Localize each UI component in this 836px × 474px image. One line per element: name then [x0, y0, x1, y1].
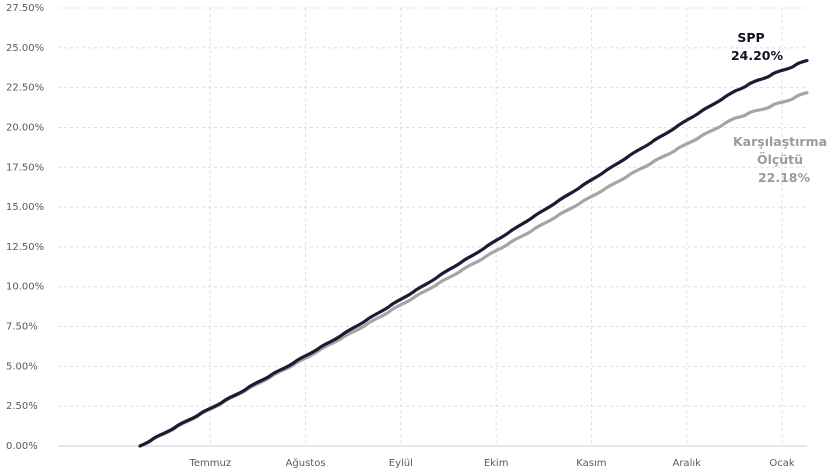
benchmark-end-label: Karşılaştırma Ölçütü 22.18% [733, 134, 827, 185]
x-tick-label: Ekim [484, 458, 509, 469]
x-tick-label: Kasım [576, 458, 606, 469]
spp-series-name: SPP [737, 30, 764, 45]
y-tick-label: 0.00% [6, 441, 38, 452]
x-axis: Temmuz Ağustos Eylül Ekim Kasım Aralık Ocak [188, 8, 795, 469]
spp-series-line [138, 59, 809, 448]
x-tick-label: Ocak [769, 458, 794, 469]
spp-end-value: 24.20% [731, 48, 784, 63]
spp-end-label: SPP 24.20% [731, 30, 784, 63]
y-tick-label: 10.00% [6, 282, 44, 293]
y-tick-label: 15.00% [6, 202, 44, 213]
y-tick-label: 12.50% [6, 242, 44, 253]
y-tick-label: 27.50% [6, 3, 44, 14]
benchmark-series-name-line2: Ölçütü [757, 152, 803, 167]
y-tick-label: 22.50% [6, 83, 44, 94]
benchmark-end-value: 22.18% [758, 170, 811, 185]
benchmark-series-name-line1: Karşılaştırma [733, 134, 827, 149]
x-tick-label: Aralık [672, 458, 701, 469]
x-tick-label: Ağustos [286, 457, 326, 469]
series-layer [138, 59, 809, 448]
y-tick-label: 20.00% [6, 122, 44, 133]
y-tick-label: 25.00% [6, 43, 44, 54]
y-tick-label: 5.00% [6, 361, 38, 372]
y-tick-label: 17.50% [6, 162, 44, 173]
y-tick-label: 2.50% [6, 401, 38, 412]
y-tick-label: 7.50% [6, 322, 38, 333]
x-tick-label: Eylül [389, 458, 413, 469]
x-tick-label: Temmuz [188, 458, 231, 469]
